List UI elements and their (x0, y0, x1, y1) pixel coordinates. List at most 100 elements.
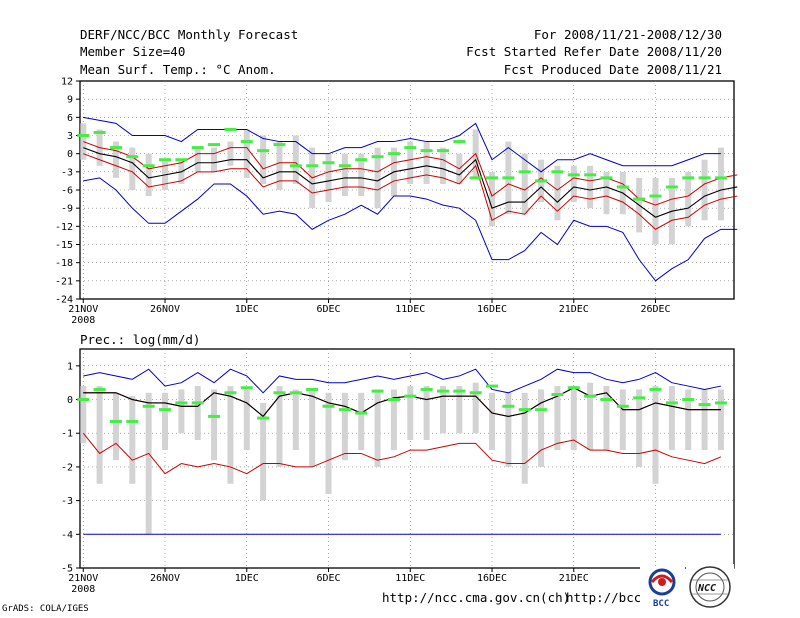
box (701, 159, 708, 221)
upper-spread-line (83, 141, 738, 206)
median-marker (600, 176, 613, 180)
median-marker (371, 155, 384, 159)
box (374, 389, 381, 467)
ensemble-mean-line (83, 387, 721, 418)
y-tick-label: -9 (61, 204, 73, 215)
y-tick-label: 9 (67, 95, 73, 106)
box (358, 392, 365, 451)
y-tick-label: -3 (61, 167, 73, 178)
plot-frame (79, 348, 735, 569)
box (423, 141, 430, 184)
y-tick-label: 0 (67, 149, 73, 160)
lower-spread-line (82, 432, 722, 475)
ncc-url-link[interactable]: http://ncc.cma.gov.cn(ch) (382, 590, 571, 605)
median-marker (387, 398, 400, 402)
median-marker (600, 398, 613, 402)
median-marker (306, 387, 319, 391)
y-tick-label: -2 (61, 462, 73, 473)
median-marker (436, 389, 449, 393)
median-marker (387, 152, 400, 156)
median-marker (77, 398, 90, 402)
box (211, 389, 218, 461)
box (521, 153, 528, 215)
box (145, 392, 152, 535)
median-marker (404, 146, 417, 150)
median-marker (306, 164, 319, 168)
box (603, 386, 610, 451)
box (227, 386, 234, 484)
median-marker (649, 387, 662, 391)
median-marker (486, 384, 499, 388)
median-marker (240, 140, 253, 144)
box (178, 389, 185, 434)
median-marker (142, 404, 155, 408)
start-date-label: Fcst Started Refer Date 2008/11/20 (466, 44, 722, 59)
box (194, 147, 201, 172)
median-marker (273, 143, 286, 147)
box (652, 386, 659, 484)
box (162, 392, 169, 451)
median-marker (567, 173, 580, 177)
bcc-logo: BCC (640, 566, 685, 610)
box (80, 123, 87, 160)
produced-date-label: Fcst Produced Date 2008/11/21 (503, 62, 722, 77)
y-tick-label: 3 (67, 131, 73, 142)
box (276, 386, 283, 467)
x-tick-sublabel: 2008 (71, 584, 95, 595)
bcc-url-link[interactable]: http://bcc.c (566, 590, 657, 605)
box (472, 382, 479, 434)
x-tick-label: 21DEC (559, 304, 589, 315)
box (423, 386, 430, 440)
y-tick-label: -4 (61, 530, 73, 541)
box (292, 389, 299, 451)
x-tick-label: 21NOV (68, 304, 98, 315)
box (554, 386, 561, 451)
median-marker (322, 404, 335, 408)
member-size-label: Member Size=40 (80, 44, 186, 59)
box (685, 389, 692, 451)
box (587, 165, 594, 209)
y-tick-label: -5 (61, 564, 73, 575)
x-tick-label: 21NOV (68, 573, 98, 584)
y-tick-label: -6 (61, 186, 73, 197)
median-marker (567, 386, 580, 390)
median-marker (289, 164, 302, 168)
x-tick-sublabel: 2008 (71, 315, 95, 326)
median-marker (714, 176, 727, 180)
variable-label: Mean Surf. Temp.: °C Anom. (80, 62, 276, 77)
box (619, 389, 626, 451)
box (374, 147, 381, 209)
median-marker (486, 176, 499, 180)
median-marker (371, 389, 384, 393)
box (668, 386, 675, 451)
median-marker (633, 197, 646, 201)
median-marker (126, 419, 139, 423)
box (112, 392, 119, 461)
box (570, 165, 577, 203)
median-marker (257, 416, 270, 420)
x-tick-label: 21DEC (559, 573, 589, 584)
y-tick-label: 0 (67, 395, 73, 406)
y-tick-label: -24 (55, 295, 73, 306)
median-marker (159, 408, 172, 412)
x-tick-label: 11DEC (395, 304, 425, 315)
median-marker (436, 149, 449, 153)
box (260, 135, 267, 184)
median-marker (551, 392, 564, 396)
median-marker (420, 387, 433, 391)
box (603, 171, 610, 215)
x-tick-label: 11DEC (395, 573, 425, 584)
y-tick-label: -12 (55, 222, 73, 233)
box (112, 141, 119, 178)
median-marker (93, 387, 106, 391)
min-line (83, 177, 738, 282)
x-tick-label: 16DEC (477, 573, 507, 584)
median-marker (191, 146, 204, 150)
box (276, 141, 283, 190)
y-tick-label: 6 (67, 113, 73, 124)
median-marker (469, 391, 482, 395)
y-tick-label: -1 (61, 429, 73, 440)
box (570, 386, 577, 451)
box (489, 171, 496, 227)
